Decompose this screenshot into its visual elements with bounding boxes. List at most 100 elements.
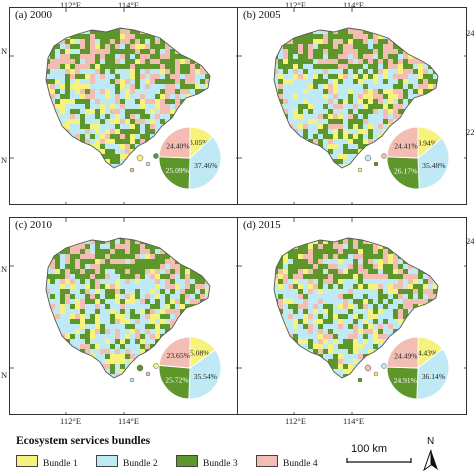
land-cell xyxy=(40,84,45,89)
land-cell xyxy=(338,44,344,50)
land-cell xyxy=(343,169,348,174)
land-cell xyxy=(95,34,101,40)
land-cell xyxy=(398,249,404,255)
land-cell xyxy=(125,279,131,285)
land-cell xyxy=(115,329,121,335)
land-cell xyxy=(185,74,191,80)
land-cell xyxy=(80,304,86,310)
land-cell xyxy=(160,269,166,275)
land-cell xyxy=(150,74,156,80)
land-cell xyxy=(393,244,399,250)
land-cell xyxy=(46,339,51,345)
land-cell xyxy=(274,44,279,50)
land-cell xyxy=(348,139,354,145)
land-cell xyxy=(135,69,141,75)
land-cell xyxy=(318,319,324,325)
land-cell xyxy=(130,259,136,265)
land-cell xyxy=(268,159,273,164)
land-cell xyxy=(303,54,309,60)
land-cell xyxy=(298,239,304,245)
land-cell xyxy=(303,379,308,384)
land-cell xyxy=(75,89,81,95)
panel-label: (b) 2005 xyxy=(241,9,283,21)
land-cell xyxy=(278,89,284,95)
land-cell xyxy=(46,159,51,165)
land-cell xyxy=(323,134,329,140)
land-cell xyxy=(80,164,86,168)
land-cell xyxy=(303,354,309,360)
land-cell xyxy=(60,109,66,115)
land-cell xyxy=(293,49,299,55)
land-cell xyxy=(175,324,181,330)
land-cell xyxy=(65,159,71,165)
land-cell xyxy=(215,119,220,124)
land-cell xyxy=(303,154,309,160)
land-cell xyxy=(55,264,61,270)
land-cell xyxy=(318,369,324,375)
land-cell xyxy=(120,344,126,350)
land-cell xyxy=(428,114,434,120)
land-cell xyxy=(80,289,86,295)
land-cell xyxy=(180,274,186,280)
land-cell xyxy=(65,109,71,115)
land-cell xyxy=(210,129,215,134)
panel-label: (d) 2015 xyxy=(241,219,283,231)
land-cell xyxy=(423,44,429,50)
land-cell xyxy=(70,374,76,378)
land-cell xyxy=(403,94,409,100)
land-cell xyxy=(55,379,60,384)
land-cell xyxy=(333,109,339,115)
land-cell xyxy=(65,344,71,350)
land-cell xyxy=(363,59,369,65)
land-cell xyxy=(100,359,106,365)
land-cell xyxy=(278,324,284,330)
land-cell xyxy=(303,144,309,150)
land-cell xyxy=(40,314,45,319)
land-cell xyxy=(70,149,76,155)
north-arrow-label: N xyxy=(427,436,435,447)
land-cell xyxy=(180,294,186,300)
land-cell xyxy=(328,54,334,60)
land-cell xyxy=(358,109,364,115)
land-cell xyxy=(195,259,201,265)
land-cell xyxy=(125,289,131,295)
land-cell xyxy=(180,54,186,60)
land-cell xyxy=(85,264,91,270)
land-cell xyxy=(358,324,364,330)
land-cell xyxy=(308,94,314,100)
land-cell xyxy=(378,114,384,120)
land-cell xyxy=(130,49,136,55)
land-cell xyxy=(268,69,273,74)
land-cell xyxy=(363,334,369,340)
land-cell xyxy=(130,334,136,340)
land-cell xyxy=(215,44,220,49)
land-cell xyxy=(388,64,394,70)
land-cell xyxy=(388,259,394,265)
land-cell xyxy=(90,99,96,105)
land-cell xyxy=(323,339,329,345)
land-cell xyxy=(85,374,91,378)
land-cell xyxy=(90,119,96,125)
land-cell xyxy=(40,109,45,114)
land-cell xyxy=(298,359,304,365)
land-cell xyxy=(433,84,438,90)
land-cell xyxy=(293,314,299,320)
land-cell xyxy=(95,169,100,174)
land-cell xyxy=(418,114,424,120)
land-cell xyxy=(323,269,329,275)
land-cell xyxy=(75,238,81,240)
land-cell xyxy=(308,89,314,95)
land-cell xyxy=(150,279,156,285)
land-cell xyxy=(205,119,210,125)
land-cell xyxy=(383,169,388,174)
land-cell xyxy=(373,64,379,70)
land-cell xyxy=(274,294,279,300)
land-cell xyxy=(140,139,146,145)
land-cell xyxy=(273,169,278,174)
land-cell xyxy=(125,144,131,150)
land-cell xyxy=(210,84,215,89)
land-cell xyxy=(313,364,319,370)
land-cell xyxy=(120,84,126,90)
land-cell xyxy=(268,349,273,354)
land-cell xyxy=(268,34,273,39)
